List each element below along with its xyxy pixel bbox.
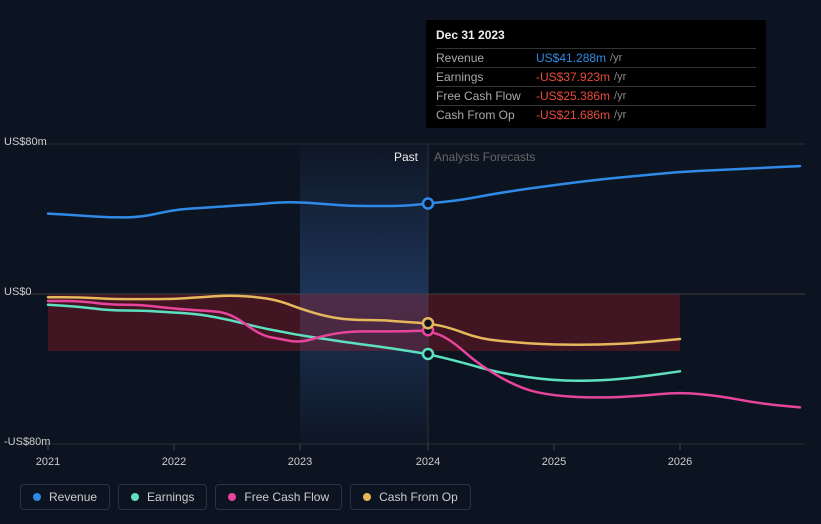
tooltip-row-label: Cash From Op [436,108,536,122]
y-axis-label: US$0 [4,286,32,298]
tooltip-date: Dec 31 2023 [436,28,756,48]
legend-item-earnings[interactable]: Earnings [118,484,207,510]
tooltip-row-label: Free Cash Flow [436,89,536,103]
legend-item-cash_from_op[interactable]: Cash From Op [350,484,471,510]
legend-item-revenue[interactable]: Revenue [20,484,110,510]
tooltip-row-value: US$41.288m [536,51,606,65]
tooltip-row-value: -US$37.923m [536,70,610,84]
series-marker-earnings [423,349,433,359]
x-axis-label: 2023 [288,456,312,468]
legend-item-label: Free Cash Flow [244,490,329,504]
tooltip-row-value: -US$25.386m [536,89,610,103]
chart-tooltip: Dec 31 2023 RevenueUS$41.288m/yrEarnings… [426,20,766,128]
legend-dot-icon [228,493,236,501]
legend-dot-icon [363,493,371,501]
x-axis-label: 2025 [542,456,566,468]
legend-item-label: Revenue [49,490,97,504]
tooltip-row-unit: /yr [614,90,626,102]
tooltip-row-label: Earnings [436,70,536,84]
chart-legend: Revenue Earnings Free Cash Flow Cash From O… [20,484,471,510]
series-marker-revenue [423,199,433,209]
tooltip-row: Cash From Op-US$21.686m/yr [436,105,756,124]
tooltip-row-unit: /yr [614,71,626,83]
tooltip-row-unit: /yr [610,52,622,64]
series-marker-cash_from_op [423,318,433,328]
tooltip-row: Earnings-US$37.923m/yr [436,67,756,86]
forecast-section-label: Analysts Forecasts [434,150,535,164]
past-section-label: Past [394,150,418,164]
x-axis-label: 2024 [416,456,440,468]
y-axis-label: -US$80m [4,436,50,448]
legend-dot-icon [33,493,41,501]
legend-item-free_cash_flow[interactable]: Free Cash Flow [215,484,342,510]
legend-dot-icon [131,493,139,501]
x-axis-label: 2021 [36,456,60,468]
tooltip-row: Free Cash Flow-US$25.386m/yr [436,86,756,105]
x-axis-label: 2022 [162,456,186,468]
tooltip-row-value: -US$21.686m [536,108,610,122]
legend-item-label: Earnings [147,490,194,504]
y-axis-label: US$80m [4,136,47,148]
tooltip-row-unit: /yr [614,109,626,121]
tooltip-row-label: Revenue [436,51,536,65]
legend-item-label: Cash From Op [379,490,458,504]
x-axis-label: 2026 [668,456,692,468]
tooltip-row: RevenueUS$41.288m/yr [436,48,756,67]
